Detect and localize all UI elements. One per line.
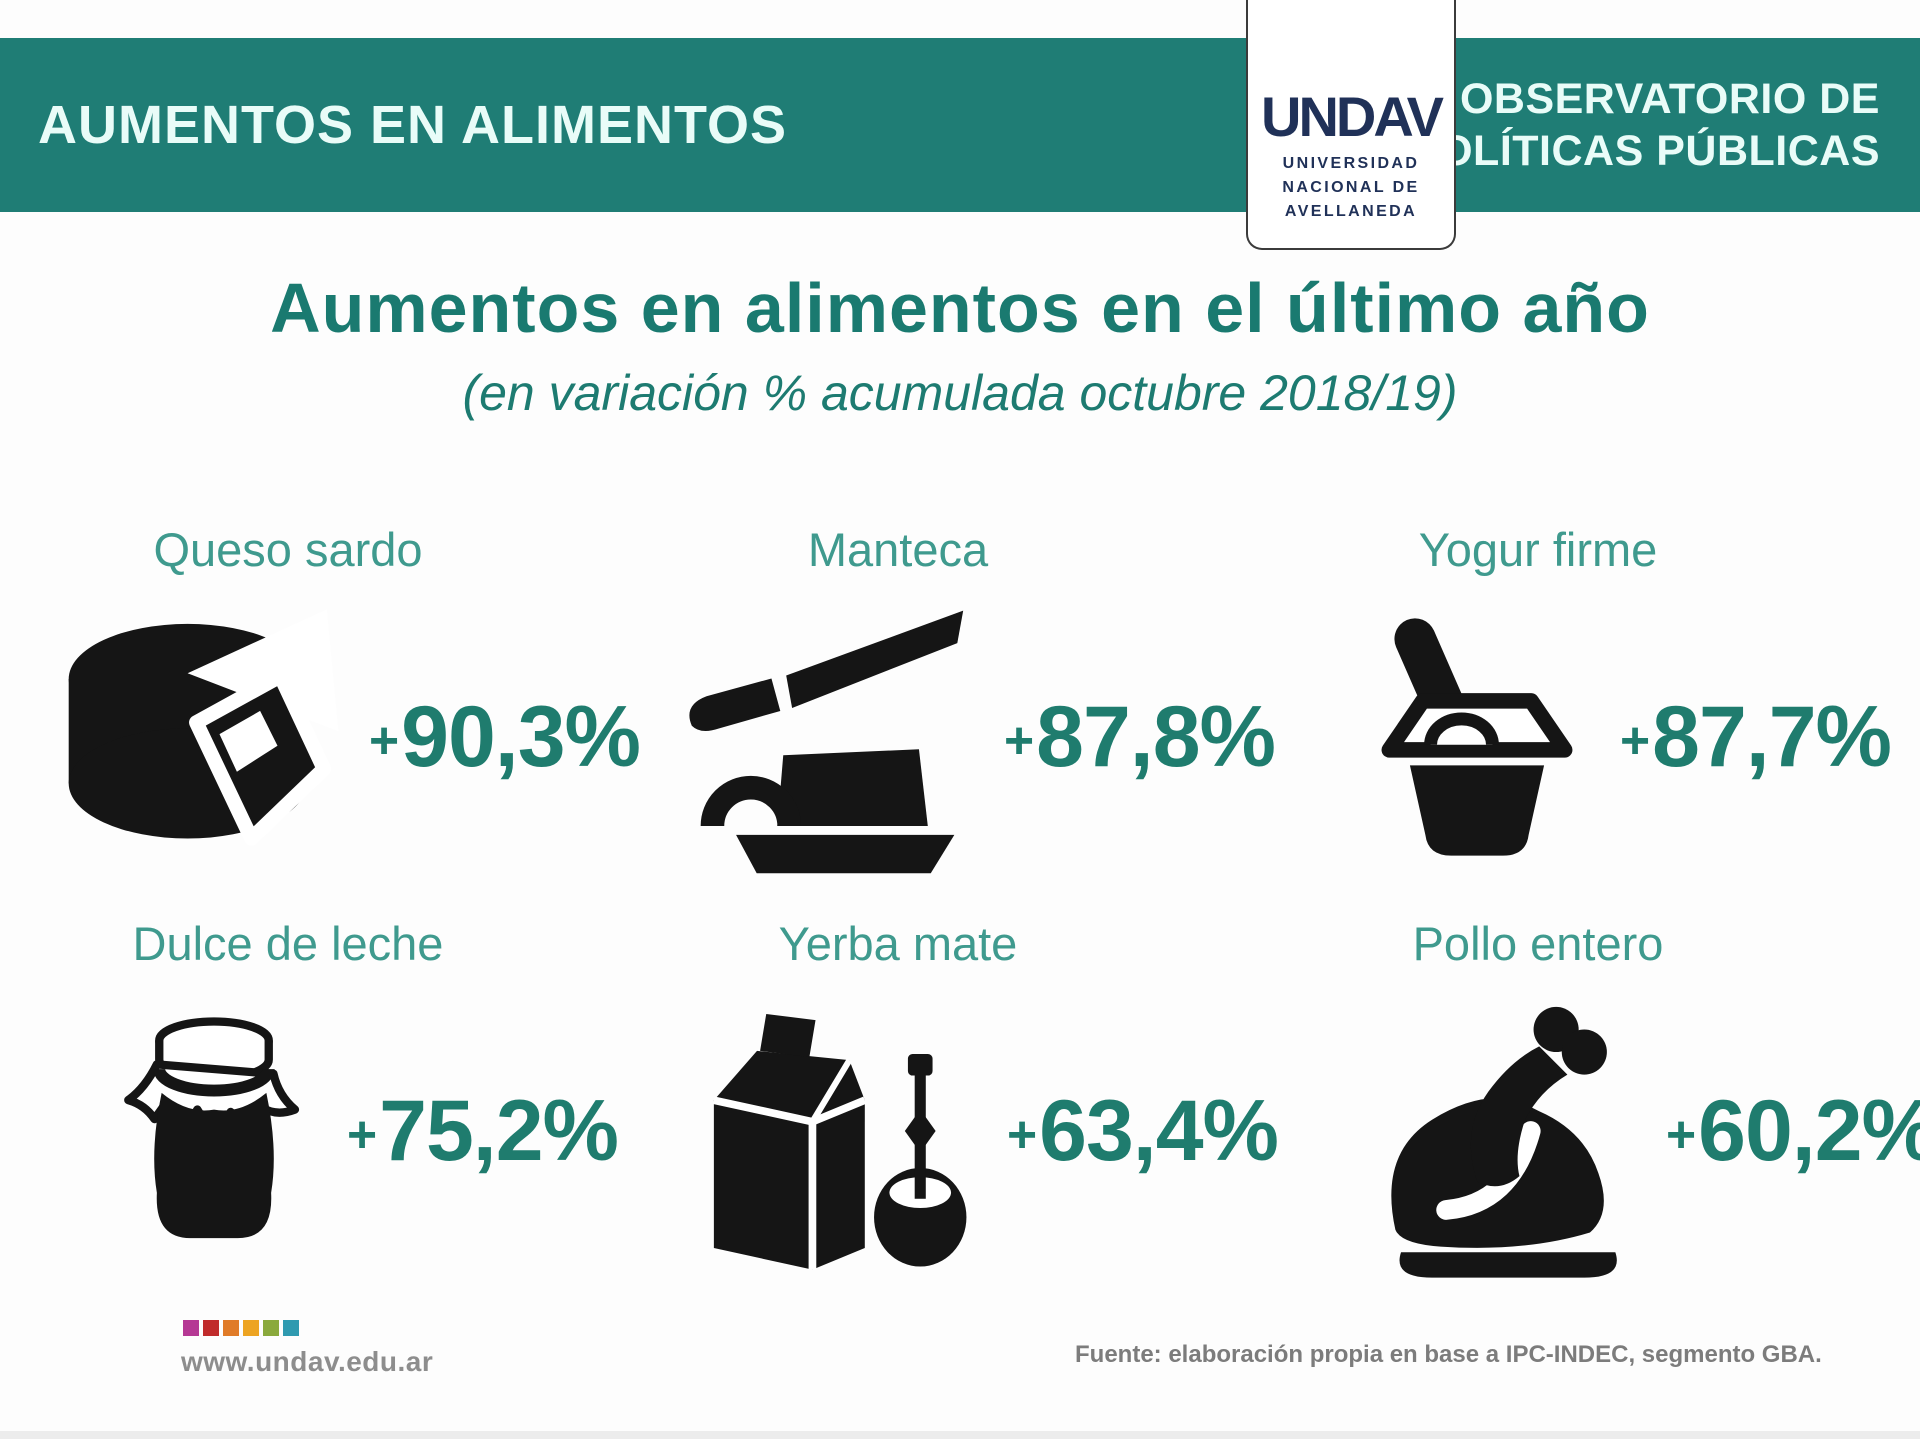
page-subtitle: (en variación % acumulada octubre 2018/1…	[462, 365, 1458, 421]
food-item-body: +87,8%	[650, 581, 1276, 893]
brand-square	[223, 1320, 239, 1336]
source-note: Fuente: elaboración propia en base a IPC…	[1075, 1341, 1822, 1368]
value-text: 87,7%	[1652, 688, 1892, 785]
food-item-dulce-de-leche: Dulce de leche +75,2%	[40, 916, 660, 1287]
food-label: Pollo entero	[1412, 917, 1664, 970]
percentage-value: +87,7%	[1620, 688, 1892, 787]
website-url: www.undav.edu.ar	[181, 1346, 434, 1377]
food-item-pollo-entero: Pollo entero +60,2%	[1290, 916, 1920, 1287]
banner-title: AUMENTOS EN ALIMENTOS	[38, 95, 788, 155]
brand-square	[203, 1320, 219, 1336]
yogurt-cup-icon	[1381, 618, 1573, 856]
food-item-yogur-firme: Yogur firme +87,7%	[1290, 522, 1910, 893]
food-item-body: +60,2%	[1290, 975, 1920, 1287]
brand-square	[283, 1320, 299, 1336]
brand-square	[183, 1320, 199, 1336]
food-item-body: +75,2%	[40, 975, 660, 1287]
percentage-value: +63,4%	[1007, 1082, 1279, 1181]
plus-sign: +	[1004, 711, 1034, 770]
percentage-value: +87,8%	[1004, 688, 1276, 787]
observatory-title: OBSERVATORIO DE POLÍTICAS PÚBLICAS	[1410, 73, 1880, 178]
brand-squares	[183, 1320, 299, 1336]
food-item-yerba-mate: Yerba mate +63,4%	[650, 916, 1279, 1287]
dulce-jar-icon	[124, 1017, 300, 1239]
roast-chicken-icon	[1391, 1006, 1617, 1278]
food-item-queso-sardo: Queso sardo +90,3%	[40, 522, 660, 893]
percentage-value: +75,2%	[347, 1082, 619, 1181]
food-item-manteca: Manteca +87,8%	[650, 522, 1276, 893]
plus-sign: +	[369, 711, 399, 770]
food-label: Manteca	[807, 523, 989, 576]
bottom-edge-strip	[0, 1431, 1920, 1439]
plus-sign: +	[1007, 1105, 1037, 1164]
observatory-line2: POLÍTICAS PÚBLICAS	[1409, 127, 1880, 175]
value-text: 90,3%	[401, 688, 641, 785]
food-label: Yerba mate	[778, 917, 1018, 970]
undav-logo: UNDAV	[1261, 85, 1444, 148]
logo-caption-line3: AVELLANEDA	[1284, 203, 1418, 220]
undav-logo-caption: UNIVERSIDAD NACIONAL DE AVELLANEDA	[1248, 152, 1454, 224]
brand-square	[243, 1320, 259, 1336]
cheese-wheel-icon	[68, 609, 339, 846]
logo-caption-line1: UNIVERSIDAD	[1282, 155, 1420, 172]
brand-square	[263, 1320, 279, 1336]
food-label: Yogur firme	[1418, 523, 1658, 576]
value-text: 63,4%	[1039, 1082, 1279, 1179]
undav-logo-card: UNDAV UNIVERSIDAD NACIONAL DE AVELLANEDA	[1246, 0, 1456, 250]
food-item-body: +90,3%	[40, 581, 660, 893]
plus-sign: +	[347, 1105, 377, 1164]
value-text: 60,2%	[1698, 1082, 1920, 1179]
butter-knife-icon	[689, 610, 964, 873]
observatory-line1: OBSERVATORIO DE	[1459, 74, 1880, 123]
plus-sign: +	[1620, 711, 1650, 770]
food-item-body: +87,7%	[1290, 581, 1910, 893]
plus-sign: +	[1666, 1105, 1696, 1164]
percentage-value: +90,3%	[369, 688, 641, 787]
page-title: Aumentos en alimentos en el último año	[270, 269, 1650, 347]
food-label: Queso sardo	[153, 523, 423, 576]
logo-caption-line2: NACIONAL DE	[1282, 179, 1420, 196]
value-text: 87,8%	[1036, 688, 1276, 785]
food-label: Dulce de leche	[132, 917, 444, 970]
food-item-body: +63,4%	[650, 975, 1279, 1287]
header-band: AUMENTOS EN ALIMENTOS OBSERVATORIO DE PO…	[0, 38, 1920, 212]
percentage-value: +60,2%	[1666, 1082, 1920, 1181]
value-text: 75,2%	[379, 1082, 619, 1179]
yerba-mate-icon	[713, 1013, 967, 1270]
